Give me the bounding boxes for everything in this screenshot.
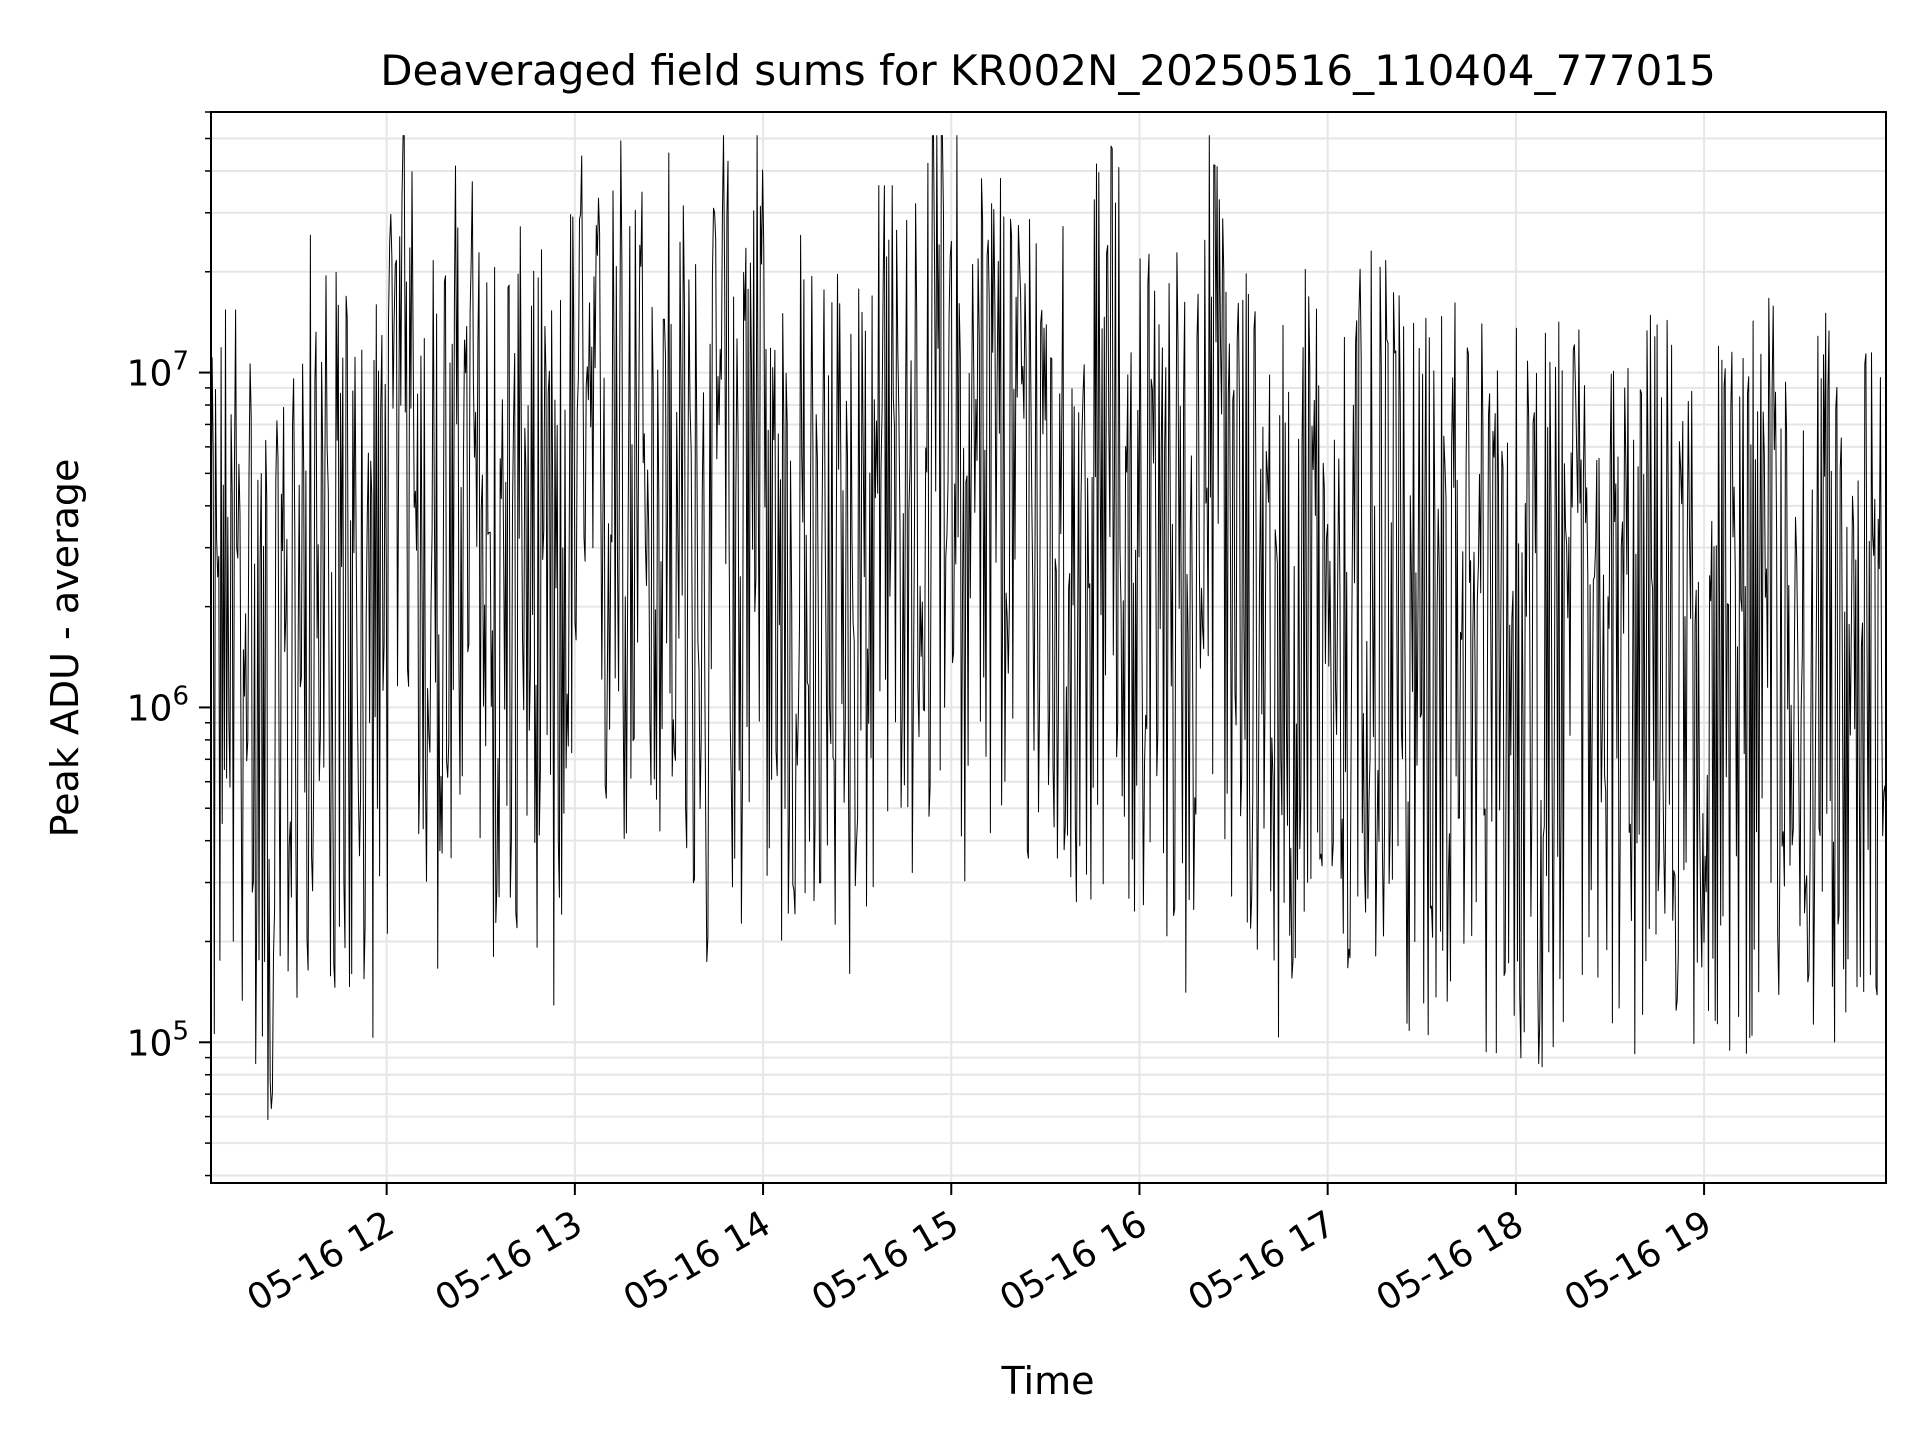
y-tick-label: 106 [127, 681, 189, 729]
axes-frame [210, 111, 1887, 1184]
y-axis-label: Peak ADU - average [43, 459, 87, 838]
y-axis: 105 106 107 [127, 111, 211, 1177]
y-tick-label: 107 [127, 347, 189, 395]
x-axis-label: Time [1001, 1359, 1095, 1403]
plot-area [210, 135, 1887, 1120]
y-tick-label: 105 [127, 1016, 189, 1064]
chart-title: Deaveraged field sums for KR002N_2025051… [380, 46, 1716, 95]
series-line [210, 135, 1887, 1120]
